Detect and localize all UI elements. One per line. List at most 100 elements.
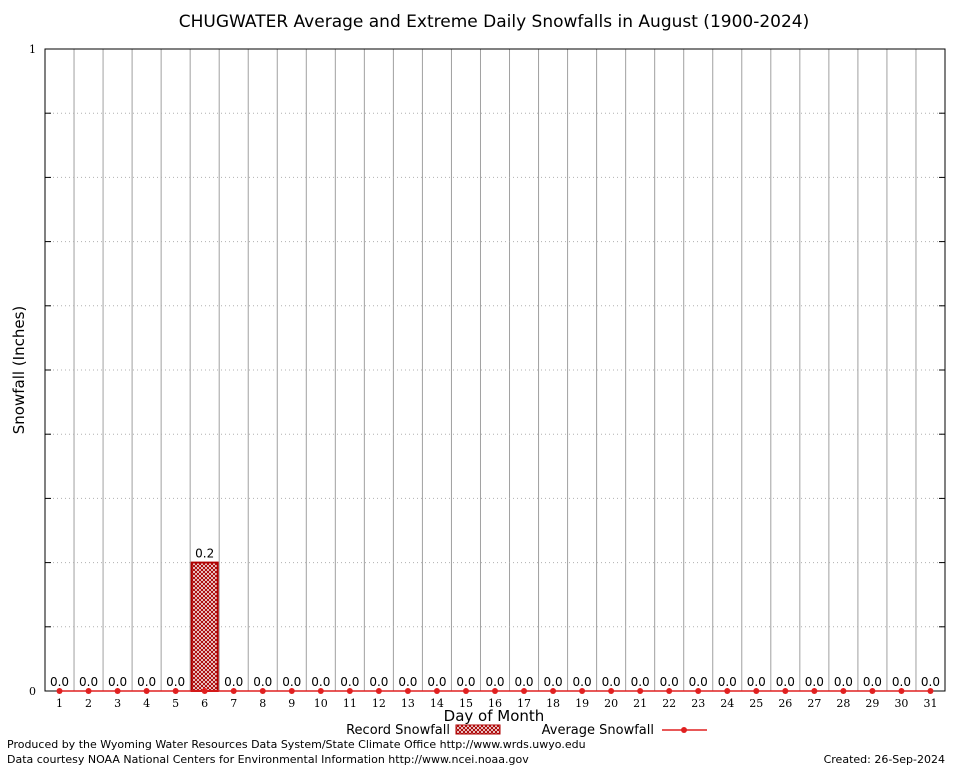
value-label-day-30: 0.0 [892, 675, 911, 689]
record-bar-day-6 [190, 561, 219, 692]
legend-record-label: Record Snowfall [346, 723, 450, 738]
average-point-day-15 [462, 688, 469, 694]
value-label-day-26: 0.0 [776, 675, 795, 689]
x-tick-label: 21 [633, 697, 647, 710]
legend-average-marker [681, 727, 687, 733]
average-point-day-6 [201, 688, 208, 694]
x-tick-label: 30 [894, 697, 908, 710]
y-axis-label: Snowfall (Inches) [10, 306, 28, 434]
average-point-day-17 [521, 688, 528, 694]
value-label-day-15: 0.0 [456, 675, 475, 689]
value-label-day-6: 0.2 [195, 547, 214, 561]
x-tick-label: 6 [201, 697, 208, 710]
x-tick-label: 10 [314, 697, 328, 710]
x-tick-label: 23 [691, 697, 705, 710]
x-tick-label: 2 [85, 697, 92, 710]
value-label-day-3: 0.0 [108, 675, 127, 689]
average-point-day-5 [172, 688, 179, 694]
x-tick-label: 24 [720, 697, 734, 710]
x-tick-label: 27 [807, 697, 821, 710]
x-tick-label: 16 [488, 697, 502, 710]
x-tick-label: 31 [923, 697, 937, 710]
value-label-day-4: 0.0 [137, 675, 156, 689]
value-label-day-12: 0.0 [369, 675, 388, 689]
average-point-day-4 [143, 688, 150, 694]
grid-lines [45, 49, 945, 691]
average-point-day-31 [927, 688, 934, 694]
value-labels: 0.0 0.0 0.0 0.0 0.0 0.2 0.0 0.0 0.0 0.0 0.0 0.0 0.0 0… [50, 547, 940, 689]
value-label-day-24: 0.0 [718, 675, 737, 689]
average-point-day-20 [608, 688, 615, 694]
footer-created: Created: 26-Sep-2024 [823, 753, 945, 766]
value-label-day-28: 0.0 [834, 675, 853, 689]
average-point-day-30 [898, 688, 905, 694]
average-point-day-12 [375, 688, 382, 694]
x-tick-label: 9 [288, 697, 295, 710]
value-label-day-11: 0.0 [340, 675, 359, 689]
value-label-day-29: 0.0 [863, 675, 882, 689]
value-label-day-13: 0.0 [398, 675, 417, 689]
average-point-day-14 [433, 688, 440, 694]
average-point-day-29 [869, 688, 876, 694]
average-point-day-13 [404, 688, 411, 694]
average-point-day-8 [259, 688, 266, 694]
value-label-day-9: 0.0 [282, 675, 301, 689]
x-tick-label: 5 [172, 697, 179, 710]
average-point-day-27 [811, 688, 818, 694]
average-point-day-28 [840, 688, 847, 694]
x-tick-label: 28 [836, 697, 850, 710]
average-point-day-22 [666, 688, 673, 694]
x-tick-label: 19 [575, 697, 589, 710]
value-label-day-27: 0.0 [805, 675, 824, 689]
value-label-day-21: 0.0 [631, 675, 650, 689]
average-point-day-24 [724, 688, 731, 694]
average-point-day-2 [85, 688, 92, 694]
value-label-day-5: 0.0 [166, 675, 185, 689]
y-tick-label: 1 [29, 43, 36, 56]
x-tick-label: 13 [401, 697, 415, 710]
value-label-day-25: 0.0 [747, 675, 766, 689]
x-tick-label: 26 [778, 697, 792, 710]
record-bars [190, 561, 219, 692]
value-label-day-17: 0.0 [514, 675, 533, 689]
x-tick-labels: 1 2 3 4 5 6 7 8 9 10 11 12 13 14 15 16 17 18 19 20 21 22 23 24 2… [56, 697, 937, 710]
legend-average-label: Average Snowfall [542, 723, 654, 738]
chart-title: CHUGWATER Average and Extreme Daily Snow… [179, 12, 810, 32]
x-tick-label: 11 [343, 697, 357, 710]
average-point-day-19 [579, 688, 586, 694]
x-tick-label: 17 [517, 697, 531, 710]
average-point-day-9 [288, 688, 295, 694]
average-point-day-21 [637, 688, 644, 694]
legend-record-swatch [455, 724, 501, 735]
x-tick-label: 15 [459, 697, 473, 710]
value-label-day-31: 0.0 [921, 675, 940, 689]
x-tick-label: 4 [143, 697, 150, 710]
x-tick-label: 3 [114, 697, 121, 710]
value-label-day-16: 0.0 [485, 675, 504, 689]
x-tick-label: 25 [749, 697, 763, 710]
y-tick-label: 0 [29, 685, 36, 698]
x-tick-label: 14 [430, 697, 444, 710]
average-point-day-3 [114, 688, 121, 694]
footer-produced-by: Produced by the Wyoming Water Resources … [7, 738, 586, 751]
average-point-day-7 [230, 688, 237, 694]
average-point-day-26 [782, 688, 789, 694]
value-label-day-18: 0.0 [544, 675, 563, 689]
value-label-day-10: 0.0 [311, 675, 330, 689]
legend: Record Snowfall Average Snowfall [346, 723, 707, 738]
value-label-day-8: 0.0 [253, 675, 272, 689]
value-label-day-14: 0.0 [427, 675, 446, 689]
x-tick-label: 18 [546, 697, 560, 710]
y-tick-labels: 01 [29, 43, 36, 698]
value-label-day-1: 0.0 [50, 675, 69, 689]
x-axis-label: Day of Month [444, 707, 545, 725]
average-line [56, 688, 934, 694]
average-point-day-18 [550, 688, 557, 694]
value-label-day-22: 0.0 [660, 675, 679, 689]
average-point-day-16 [492, 688, 498, 694]
value-label-day-19: 0.0 [573, 675, 592, 689]
average-point-day-23 [695, 688, 702, 694]
value-label-day-23: 0.0 [689, 675, 708, 689]
x-tick-label: 20 [604, 697, 618, 710]
